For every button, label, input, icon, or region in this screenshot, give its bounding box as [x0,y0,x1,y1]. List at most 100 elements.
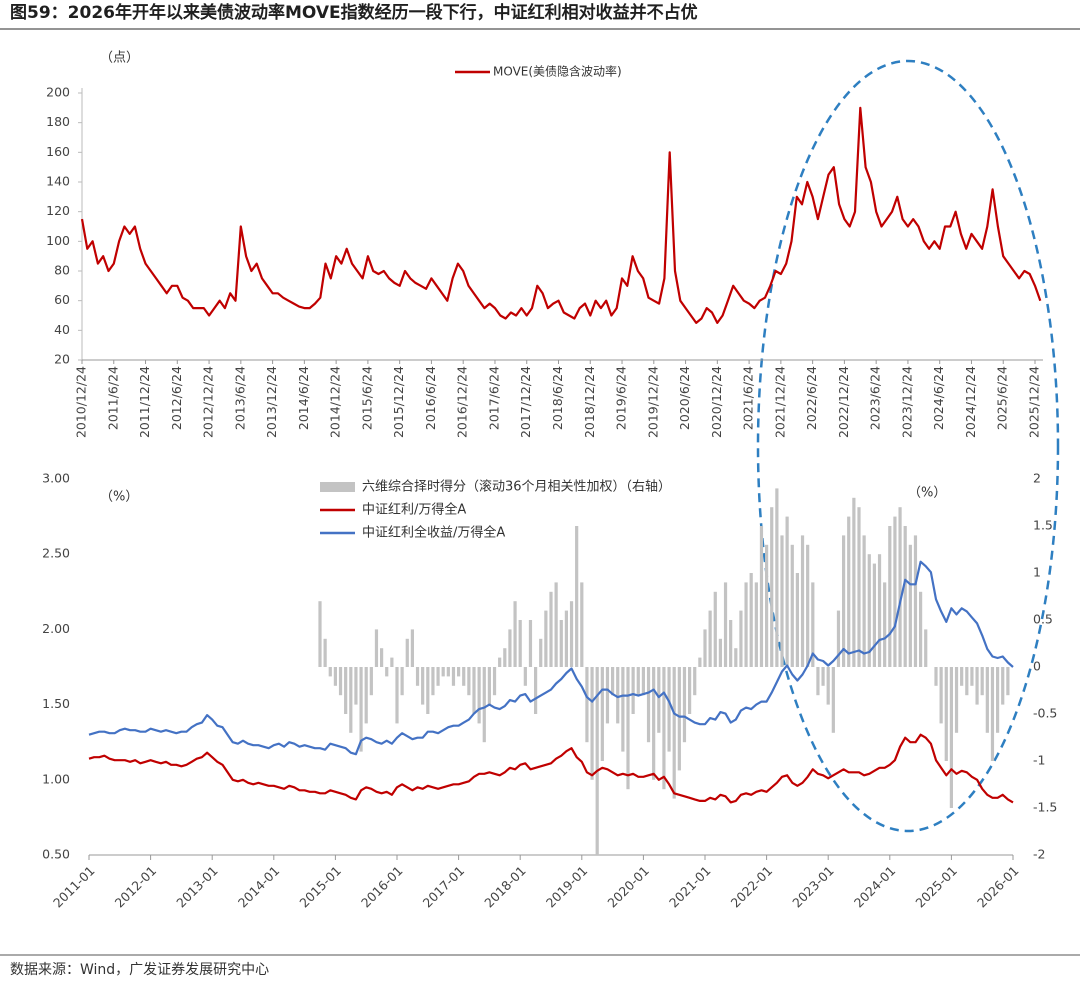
bar [605,667,610,724]
bar [739,610,743,667]
x-tick-label: 2024/12/24 [963,366,978,438]
bar [960,667,964,686]
bar [800,535,805,667]
y2-tick-label: -1 [1033,753,1045,768]
y-tick-label: 100 [46,233,70,248]
bar [1001,667,1005,705]
y-tick-label: 2.50 [42,546,70,561]
bar [934,667,938,686]
bar [919,591,923,667]
bar [508,629,512,667]
bar [518,620,522,667]
bar [462,667,466,686]
bar [862,535,866,667]
bar [857,507,861,667]
bar [333,667,337,686]
bar [749,573,753,667]
y-tick-label: 200 [46,85,70,100]
bar [344,667,348,714]
x-tick-label: 2019/6/24 [614,366,629,430]
legend-label: MOVE(美债隐含波动率) [493,64,622,79]
highlight-ellipse [756,59,1060,833]
y2-unit: （%） [908,486,946,501]
bar [985,667,989,733]
x-tick-label: 2018-01 [481,863,529,911]
bar [369,667,373,696]
x-tick-label: 2014/6/24 [296,366,311,430]
bar [806,544,810,667]
bar [472,667,476,714]
y-tick-label: 140 [46,174,70,189]
bar [908,544,912,667]
x-tick-label: 2012/6/24 [169,366,184,430]
bar [498,657,502,667]
bar [888,526,892,667]
bar [451,667,456,686]
x-tick-label: 2019/12/24 [645,366,660,438]
bar [893,516,897,667]
bar [534,667,538,714]
bar [446,667,450,677]
bar [842,535,846,667]
bar [631,667,635,714]
y-tick-label: 0.50 [42,847,70,862]
y2-tick-label: 1 [1033,565,1041,580]
bar [385,667,389,677]
bar [410,629,414,667]
bar [374,629,379,667]
x-tick-label: 2010/12/24 [74,366,89,438]
y2-tick-label: 0 [1033,659,1041,674]
bar [549,591,553,667]
bar [831,667,835,733]
bar [318,601,322,667]
bar [718,638,722,667]
bar [405,638,409,667]
bar [585,667,589,743]
bar [877,554,882,667]
bar [677,667,681,771]
y-tick-label: 20 [54,352,70,367]
legend-label: 中证红利全收益/万得全A [362,525,505,541]
bar [641,667,645,696]
bar [513,601,517,667]
x-tick-label: 2024/6/24 [931,366,946,430]
bar [559,620,563,667]
bar [821,667,825,686]
bar [903,526,907,667]
bar [436,667,440,686]
bar [872,563,876,667]
y-unit: （%） [100,490,138,505]
bar [590,667,594,780]
y-tick-label: 80 [54,263,70,278]
x-tick-label: 2016/6/24 [423,366,438,430]
y-tick-label: 120 [46,203,70,218]
x-tick-label: 2025/12/24 [1027,366,1042,438]
y-tick-label: 40 [54,322,70,337]
x-tick-label: 2020-01 [604,863,652,911]
bar [503,648,507,667]
y-tick-label: 1.50 [42,696,70,711]
x-tick-label: 2016/12/24 [455,366,470,438]
x-tick-label: 2021/12/24 [772,366,787,438]
legend-label: 六维综合择时得分（滚动36个月相关性加权）（右轴） [362,479,671,495]
bar [441,667,445,677]
bar [785,516,789,667]
bar [672,667,676,799]
bar [836,610,841,667]
bar [359,667,363,752]
source: 数据来源：Wind，广发证券发展研究中心 [10,962,269,978]
x-tick-label: 2022/6/24 [804,366,819,430]
bar [693,667,697,696]
bar [400,667,404,696]
bar [744,582,748,667]
bar [626,667,630,790]
x-tick-label: 2013-01 [173,863,221,911]
x-tick-label: 2014-01 [235,863,283,911]
bar [390,657,394,667]
bar [780,535,784,667]
bar [667,667,671,752]
bar [380,648,384,667]
bar [688,667,692,714]
x-tick-label: 2019-01 [543,863,591,911]
